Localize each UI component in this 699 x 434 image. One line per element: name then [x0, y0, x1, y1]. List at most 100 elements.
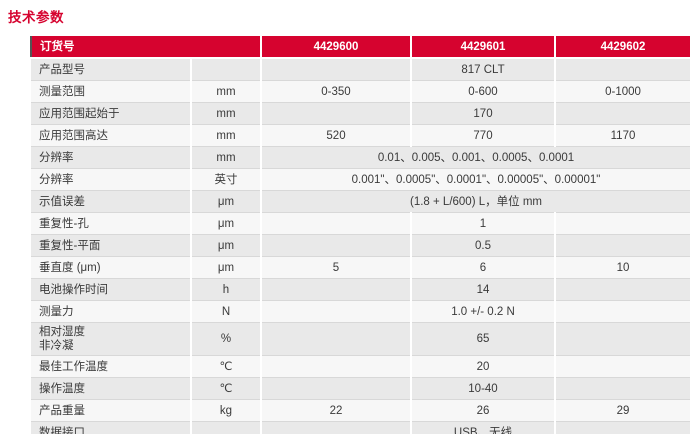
unit-cell: %: [190, 322, 261, 356]
value-cell-empty: [554, 355, 690, 378]
value-cell-empty: [260, 278, 411, 301]
value-cell: 1.0 +/- 0.2 N: [410, 300, 555, 323]
table-row: 测量力 N 1.0 +/- 0.2 N: [31, 300, 690, 323]
table-row: 产品型号 817 CLT: [31, 58, 690, 81]
header-order-number-1: 4429600: [260, 36, 411, 59]
spec-label-cell: 电池操作时间: [31, 278, 191, 301]
value-cell: 10: [554, 256, 690, 279]
value-cell-empty: [554, 278, 690, 301]
spec-label-cell: 产品型号: [31, 58, 191, 81]
value-cell: 170: [410, 102, 555, 125]
header-row: 订货号 4429600 4429601 4429602: [30, 36, 690, 59]
unit-cell: N: [190, 300, 261, 323]
value-cell: 770: [410, 124, 555, 147]
value-cell-span: (1.8 + L/600) L，单位 mm: [260, 190, 690, 213]
table-row: 垂直度 (μm) μm 5 6 10: [31, 256, 690, 279]
table-row: 分辨率 mm 0.01、0.005、0.001、0.0005、0.0001: [31, 146, 690, 169]
value-cell: USB、无线: [410, 421, 555, 434]
unit-cell: kg: [190, 399, 261, 422]
value-cell-empty: [554, 212, 690, 235]
value-cell: 20: [410, 355, 555, 378]
spec-label-cell: 相对湿度 非冷凝: [31, 322, 191, 356]
header-order-number-label: 订货号: [30, 36, 261, 59]
unit-cell: mm: [190, 80, 261, 103]
table-row: 应用范围起始于 mm 170: [31, 102, 690, 125]
value-cell-empty: [260, 322, 411, 356]
table-row: 操作温度 ℃ 10-40: [31, 377, 690, 400]
value-cell: 14: [410, 278, 555, 301]
table-row: 重复性-孔 μm 1: [31, 212, 690, 235]
value-cell: 5: [260, 256, 411, 279]
value-cell: 6: [410, 256, 555, 279]
value-cell: 10-40: [410, 377, 555, 400]
spec-label-cell: 应用范围高达: [31, 124, 191, 147]
spec-label-cell: 测量范围: [31, 80, 191, 103]
unit-cell: [190, 58, 261, 81]
spec-label-cell: 分辨率: [31, 168, 191, 191]
value-cell-empty: [260, 102, 411, 125]
unit-cell: μm: [190, 256, 261, 279]
unit-cell: μm: [190, 234, 261, 257]
value-cell: 0-600: [410, 80, 555, 103]
value-cell-empty: [260, 212, 411, 235]
spec-label-cell: 最佳工作温度: [31, 355, 191, 378]
spec-label-cell: 数据接口: [31, 421, 191, 434]
table-row: 应用范围高达 mm 520 770 1170: [31, 124, 690, 147]
value-cell: 0-350: [260, 80, 411, 103]
page-title: 技术参数: [8, 10, 64, 25]
spec-label-cell: 示值误差: [31, 190, 191, 213]
table-row: 相对湿度 非冷凝% 65: [31, 322, 690, 356]
value-cell-empty: [260, 421, 411, 434]
value-cell-empty: [554, 322, 690, 356]
table-row: 电池操作时间 h 14: [31, 278, 690, 301]
value-cell-empty: [260, 58, 411, 81]
value-cell: 1170: [554, 124, 690, 147]
spec-label-line2: 非冷凝: [39, 340, 74, 352]
value-cell: 520: [260, 124, 411, 147]
value-cell-span: 0.001"、0.0005"、0.0001"、0.00005"、0.00001": [260, 168, 690, 191]
table-row: 重复性-平面 μm 0.5: [31, 234, 690, 257]
value-cell-empty: [260, 377, 411, 400]
value-cell-empty: [554, 102, 690, 125]
unit-cell: mm: [190, 146, 261, 169]
unit-cell: mm: [190, 124, 261, 147]
value-cell: 65: [410, 322, 555, 356]
spec-label-cell: 重复性-平面: [31, 234, 191, 257]
spec-label-cell: 测量力: [31, 300, 191, 323]
value-cell: 26: [410, 399, 555, 422]
spec-label-cell: 分辨率: [31, 146, 191, 169]
value-cell-empty: [554, 234, 690, 257]
table-row: 产品重量 kg 22 26 29: [31, 399, 690, 422]
value-cell: 0-1000: [554, 80, 690, 103]
table-row: 数据接口 USB、无线: [31, 421, 690, 434]
spec-label-cell: 操作温度: [31, 377, 191, 400]
value-cell-span: 0.01、0.005、0.001、0.0005、0.0001: [260, 146, 690, 169]
value-cell-empty: [260, 234, 411, 257]
table-row: 示值误差 μm (1.8 + L/600) L，单位 mm: [31, 190, 690, 213]
value-cell: 0.5: [410, 234, 555, 257]
header-order-number-3: 4429602: [554, 36, 690, 59]
table-row: 分辨率 英寸 0.001"、0.0005"、0.0001"、0.00005"、0.0…: [31, 168, 690, 191]
spec-label-cell: 应用范围起始于: [31, 102, 191, 125]
unit-cell: 英寸: [190, 168, 261, 191]
header-order-number-2: 4429601: [410, 36, 555, 59]
value-cell: 29: [554, 399, 690, 422]
unit-cell: μm: [190, 190, 261, 213]
unit-cell: μm: [190, 212, 261, 235]
value-cell-empty: [260, 355, 411, 378]
unit-cell: [190, 421, 261, 434]
table-row: 最佳工作温度 ℃ 20: [31, 355, 690, 378]
spec-label-cell: 重复性-孔: [31, 212, 191, 235]
value-cell-empty: [554, 377, 690, 400]
value-cell: 817 CLT: [410, 58, 555, 81]
table-header: 订货号 4429600 4429601 4429602: [30, 36, 690, 59]
spec-label-cell: 垂直度 (μm): [31, 256, 191, 279]
unit-cell: ℃: [190, 377, 261, 400]
value-cell: 1: [410, 212, 555, 235]
unit-cell: ℃: [190, 355, 261, 378]
unit-cell: mm: [190, 102, 261, 125]
value-cell-empty: [260, 300, 411, 323]
value-cell-empty: [554, 300, 690, 323]
table-body: 产品型号 817 CLT 测量范围 mm 0-350 0-600 0-1000 应用范围起始于…: [31, 58, 690, 434]
